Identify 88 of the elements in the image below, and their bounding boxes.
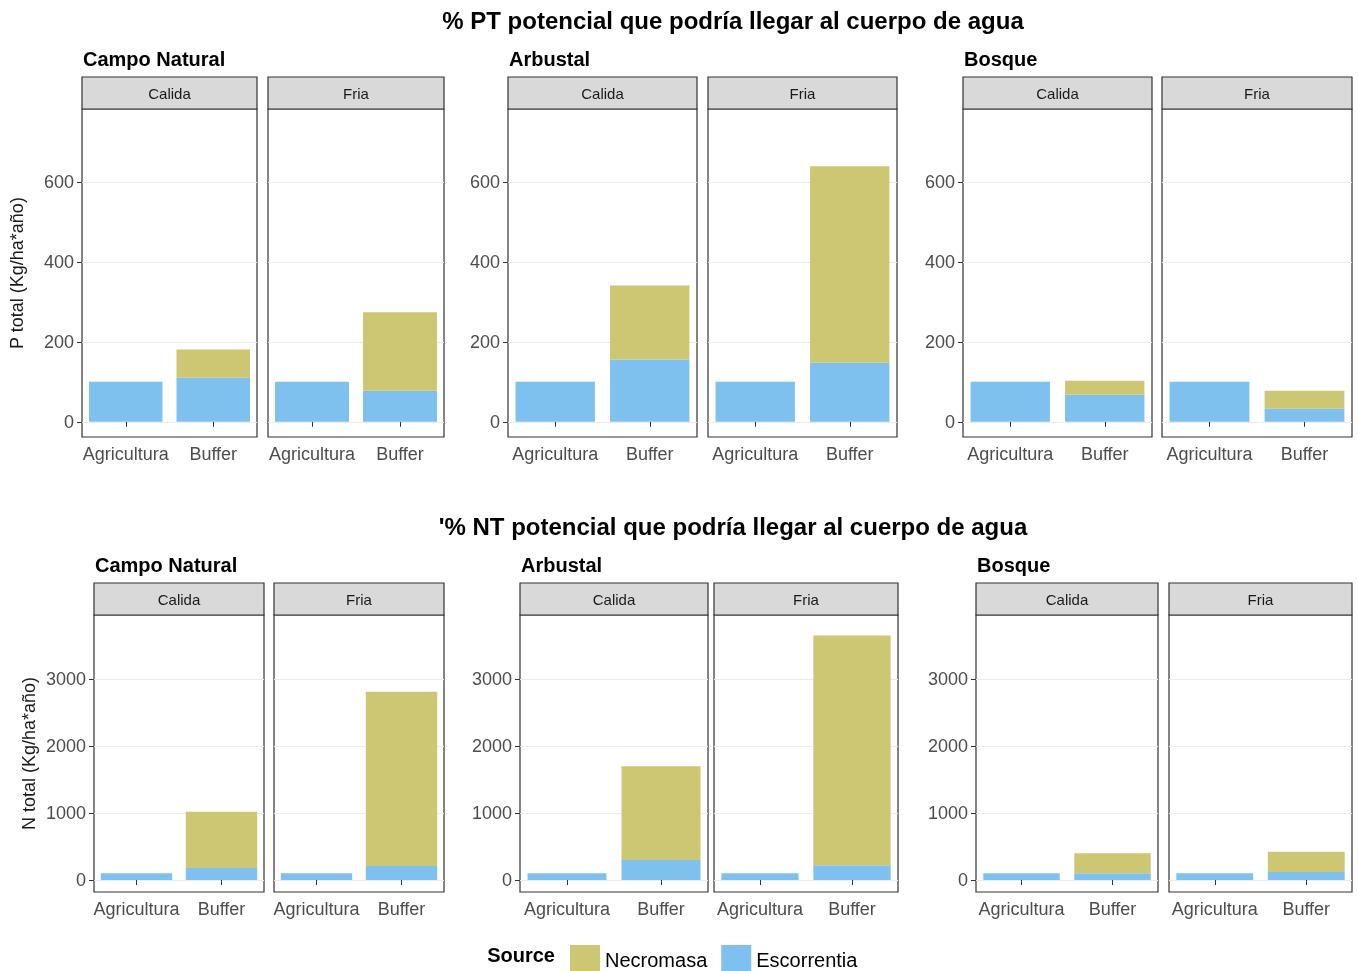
y-tick-label: 1000: [927, 803, 968, 824]
y-tick-label: 600: [43, 172, 74, 193]
x-tick-label: Buffer: [377, 899, 426, 919]
y-tick-label: 200: [43, 331, 74, 352]
y-tick-label: 0: [501, 870, 512, 891]
bar: [610, 359, 690, 422]
legend-label: Escorrentia: [756, 949, 859, 971]
chart-title: Fria: [1244, 84, 1271, 102]
y-tick-label: 3000: [471, 669, 512, 690]
chart-subtitle: Arbustal: [509, 48, 591, 70]
bar: [621, 766, 701, 860]
chart-title: Calida: [581, 84, 625, 102]
y-tick-label: 600: [924, 172, 955, 193]
chart-title: Fria: [343, 84, 370, 102]
x-tick-label: Buffer: [828, 899, 876, 919]
chart-title: Calida: [148, 84, 192, 102]
chart-subtitle: Bosque: [977, 554, 1051, 576]
bar: [970, 381, 1050, 422]
y-tick-label: 400: [924, 252, 955, 273]
x-tick-label: Buffer: [1088, 899, 1137, 919]
x-tick-label: Agricultura: [1166, 444, 1254, 464]
x-tick-label: Agricultura: [273, 899, 361, 919]
x-tick-label: Buffer: [637, 899, 685, 919]
y-tick-label: 2000: [927, 736, 968, 757]
bar: [176, 377, 250, 422]
x-tick-label: Agricultura: [712, 444, 800, 464]
chart-title: Calida: [157, 590, 201, 608]
bar: [185, 867, 258, 881]
x-tick-label: Buffer: [625, 444, 674, 464]
chart-subtitle: Campo Natural: [95, 554, 238, 576]
x-tick-label: Buffer: [189, 444, 238, 464]
chart-title: Calida: [592, 590, 636, 608]
bar: [621, 859, 701, 881]
y-tick-label: 0: [944, 411, 955, 432]
text: '% NT potencial que podría llegar al cuerpo de agua: [438, 512, 1028, 540]
legend-label: Necromasa: [605, 949, 709, 971]
y-tick-label: 1000: [45, 803, 86, 824]
y-tick-label: 400: [469, 252, 500, 273]
x-tick-label: Buffer: [197, 899, 246, 919]
legend-title: Source: [487, 944, 555, 966]
bar: [527, 873, 607, 881]
chart-title: Fria: [346, 590, 373, 608]
y-tick-label: 0: [489, 411, 500, 432]
x-tick-label: Agricultura: [93, 899, 181, 919]
y-tick-label: 3000: [927, 669, 968, 690]
x-tick-label: Agricultura: [512, 444, 600, 464]
chart-title: Fria: [1247, 590, 1275, 608]
x-tick-label: Buffer: [1282, 899, 1331, 919]
y-tick-label: 200: [469, 331, 500, 352]
y-tick-label: 0: [63, 411, 74, 432]
y-axis-title: P total (Kg/ha*año): [7, 197, 27, 349]
x-tick-label: Agricultura: [1171, 899, 1259, 919]
chart-title: Fria: [793, 590, 820, 608]
y-tick-label: 600: [469, 172, 500, 193]
x-tick-label: Agricultura: [978, 899, 1066, 919]
chart-subtitle: Arbustal: [521, 554, 603, 576]
chart-subtitle: Campo Natural: [83, 48, 226, 70]
x-tick-label: Agricultura: [967, 444, 1055, 464]
y-tick-label: 200: [924, 331, 955, 352]
x-tick-label: Agricultura: [523, 899, 611, 919]
bar: [185, 811, 258, 868]
x-tick-label: Buffer: [825, 444, 874, 464]
chart-title: Calida: [1036, 84, 1080, 102]
y-axis-title: N total (Kg/ha*año): [19, 676, 39, 831]
bar: [100, 873, 173, 881]
y-tick-label: 3000: [45, 669, 86, 690]
chart-subtitle: Bosque: [964, 48, 1038, 70]
bar: [89, 381, 163, 422]
y-tick-label: 1000: [471, 803, 512, 824]
bar: [610, 285, 690, 360]
y-tick-label: 400: [43, 252, 74, 273]
x-tick-label: Agricultura: [82, 444, 170, 464]
y-tick-label: 2000: [45, 736, 86, 757]
x-tick-label: Buffer: [1080, 444, 1129, 464]
x-tick-label: Agricultura: [716, 899, 804, 919]
x-tick-label: Buffer: [376, 444, 424, 464]
x-tick-label: Buffer: [1280, 444, 1329, 464]
bar: [1065, 394, 1145, 422]
y-tick-label: 0: [957, 870, 968, 891]
y-tick-label: 0: [75, 870, 86, 891]
text: % PT potencial que podría llegar al cuerpo de agua: [442, 6, 1025, 34]
bar: [176, 349, 250, 378]
chart-title: Fria: [789, 84, 817, 102]
y-tick-label: 2000: [471, 736, 512, 757]
x-tick-label: Agricultura: [268, 444, 356, 464]
bar: [515, 381, 595, 422]
chart-title: Calida: [1045, 590, 1089, 608]
bar: [1065, 380, 1145, 395]
